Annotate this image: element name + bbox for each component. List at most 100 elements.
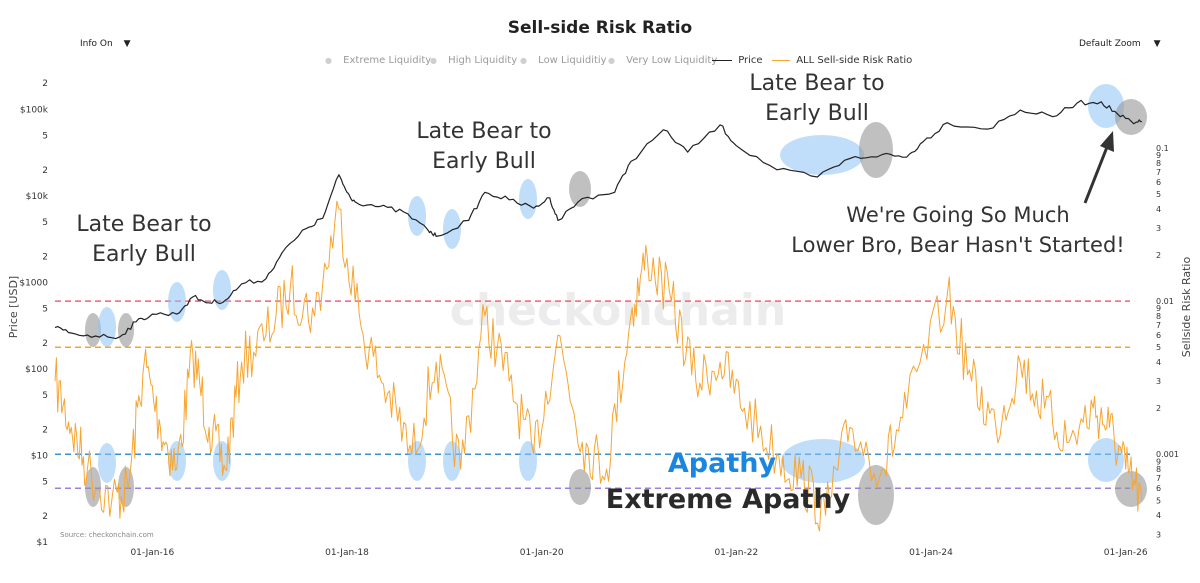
- x-tick-label: 01-Jan-24: [909, 548, 953, 558]
- annotation-late-bear-1b: Early Bull: [92, 242, 196, 267]
- y-right-tick-label: 6: [1156, 178, 1161, 187]
- y-right-tick-label: 6: [1156, 484, 1161, 493]
- info-label: Info On: [80, 39, 113, 49]
- legend-line-icon: [712, 59, 732, 61]
- highlight-ellipse: [858, 465, 894, 525]
- annotation-late-bear-2a: Late Bear to: [416, 119, 551, 144]
- chevron-down-icon: ▼: [1153, 39, 1161, 49]
- annotation-extreme-apathy: Extreme Apathy: [606, 484, 851, 515]
- x-tick-label: 01-Jan-22: [714, 548, 758, 558]
- y-right-tick-label: 8: [1156, 159, 1161, 168]
- y-right-tick-label: 9: [1156, 151, 1161, 160]
- y-left-tick-label: 2: [42, 339, 48, 349]
- watermark: checkonchain: [450, 285, 786, 336]
- y-right-tick-label: 5: [1156, 343, 1161, 352]
- legend-item-sellside-risk[interactable]: ALL Sell-side Risk Ratio: [772, 55, 912, 66]
- y-left-tick-label: $1: [37, 538, 48, 548]
- y-right-tick-label: 5: [1156, 190, 1161, 199]
- y-right-tick-label: 3: [1156, 377, 1161, 386]
- legend-dot-icon: ●: [430, 56, 437, 65]
- highlight-ellipse: [443, 209, 461, 249]
- highlight-ellipse: [1115, 99, 1147, 135]
- highlight-ellipse: [443, 441, 461, 481]
- left-axis-ticks: $1 2 5 $10 2 5 $100 2 5 $1000 2 5 $10k 2 5 $100k 2: [19, 79, 48, 548]
- chart-legend: ● Extreme Liquidity ● High Liquidity ● L…: [300, 55, 940, 69]
- y-right-tick-label: 3: [1156, 530, 1161, 539]
- legend-item-very-low-liquidity[interactable]: ● Very Low Liquidity: [608, 55, 718, 66]
- legend-line-icon: [772, 59, 790, 61]
- y-left-tick-label: 2: [42, 425, 48, 435]
- y-left-tick-label: $100: [25, 365, 48, 375]
- y-right-tick-label: 0.1: [1156, 144, 1169, 153]
- y-left-tick-label: $1000: [19, 278, 48, 288]
- highlight-ellipse: [118, 313, 134, 347]
- highlight-ellipse: [85, 467, 101, 507]
- annotation-callout-a: We're Going So Much: [846, 203, 1069, 227]
- highlight-ellipse: [98, 307, 116, 347]
- y-right-tick-label: 0.001: [1156, 450, 1179, 459]
- x-tick-label: 01-Jan-26: [1104, 548, 1148, 558]
- x-tick-label: 01-Jan-16: [130, 548, 174, 558]
- highlight-ellipse: [213, 270, 231, 310]
- zoom-label: Default Zoom: [1079, 39, 1141, 49]
- legend-item-low-liquidity[interactable]: ● Low Liquiditiy: [520, 55, 607, 66]
- source-note: Source: checkonchain.com: [60, 531, 154, 539]
- y-left-tick-label: 5: [42, 131, 48, 141]
- annotation-late-bear-2b: Early Bull: [432, 149, 536, 174]
- zoom-dropdown[interactable]: Default Zoom ▼: [1079, 39, 1161, 49]
- annotation-late-bear-3b: Early Bull: [765, 101, 869, 126]
- legend-item-extreme-liquidity[interactable]: ● Extreme Liquidity: [325, 55, 432, 66]
- y-left-tick-label: $10: [31, 451, 48, 461]
- y-right-tick-label: 8: [1156, 465, 1161, 474]
- y-left-tick-label: 2: [42, 79, 48, 89]
- y-right-tick-label: 7: [1156, 321, 1161, 330]
- highlight-ellipse: [1088, 438, 1124, 482]
- y-right-tick-label: 7: [1156, 474, 1161, 483]
- y-right-tick-label: 4: [1156, 511, 1161, 520]
- y-right-tick-label: 7: [1156, 168, 1161, 177]
- y-right-tick-label: 5: [1156, 496, 1161, 505]
- highlight-ellipse: [168, 282, 186, 322]
- y-right-tick-label: 2: [1156, 251, 1161, 260]
- y-left-tick-label: 5: [42, 304, 48, 314]
- price-series: [54, 99, 1142, 340]
- y-left-tick-label: $100k: [20, 105, 49, 115]
- y-right-tick-label: 2: [1156, 404, 1161, 413]
- y-left-tick-label: 2: [42, 166, 48, 176]
- chevron-down-icon: ▼: [123, 39, 131, 49]
- y-left-tick-label: 2: [42, 512, 48, 522]
- y-right-tick-label: 4: [1156, 358, 1161, 367]
- y-left-tick-label: 2: [42, 252, 48, 262]
- annotation-late-bear-3a: Late Bear to: [749, 71, 884, 96]
- y-left-tick-label: 5: [42, 391, 48, 401]
- highlight-ellipse: [859, 122, 893, 178]
- price-line: [54, 99, 1142, 340]
- x-axis-ticks: 01-Jan-16 01-Jan-18 01-Jan-20 01-Jan-22 01-J…: [130, 548, 1147, 558]
- y-left-tick-label: 5: [42, 478, 48, 488]
- callout-arrow: [1083, 141, 1111, 204]
- legend-dot-icon: ●: [325, 56, 332, 65]
- highlight-ellipse: [408, 196, 426, 236]
- highlight-ellipse: [569, 171, 591, 207]
- y-right-tick-label: 9: [1156, 457, 1161, 466]
- y-right-tick-label: 0.01: [1156, 297, 1174, 306]
- highlight-ellipse: [519, 179, 537, 219]
- highlight-ellipse: [1115, 471, 1147, 507]
- annotation-apathy: Apathy: [668, 448, 777, 479]
- highlight-ellipse: [85, 313, 101, 347]
- legend-item-high-liquidity[interactable]: ● High Liquidity: [430, 55, 518, 66]
- y-right-label: Sellside Risk Ratio: [1180, 257, 1193, 358]
- risk-ratio-series: [54, 200, 1143, 532]
- legend-item-price[interactable]: Price: [712, 55, 763, 66]
- threshold-lines: [55, 300, 1130, 489]
- y-left-tick-label: $10k: [26, 192, 49, 202]
- info-toggle[interactable]: Info On ▼: [80, 39, 130, 49]
- y-left-tick-label: 5: [42, 218, 48, 228]
- y-right-tick-label: 9: [1156, 304, 1161, 313]
- annotation-late-bear-1a: Late Bear to: [76, 212, 211, 237]
- x-tick-label: 01-Jan-20: [520, 548, 564, 558]
- legend-dot-icon: ●: [520, 56, 527, 65]
- highlight-ellipse: [98, 443, 116, 483]
